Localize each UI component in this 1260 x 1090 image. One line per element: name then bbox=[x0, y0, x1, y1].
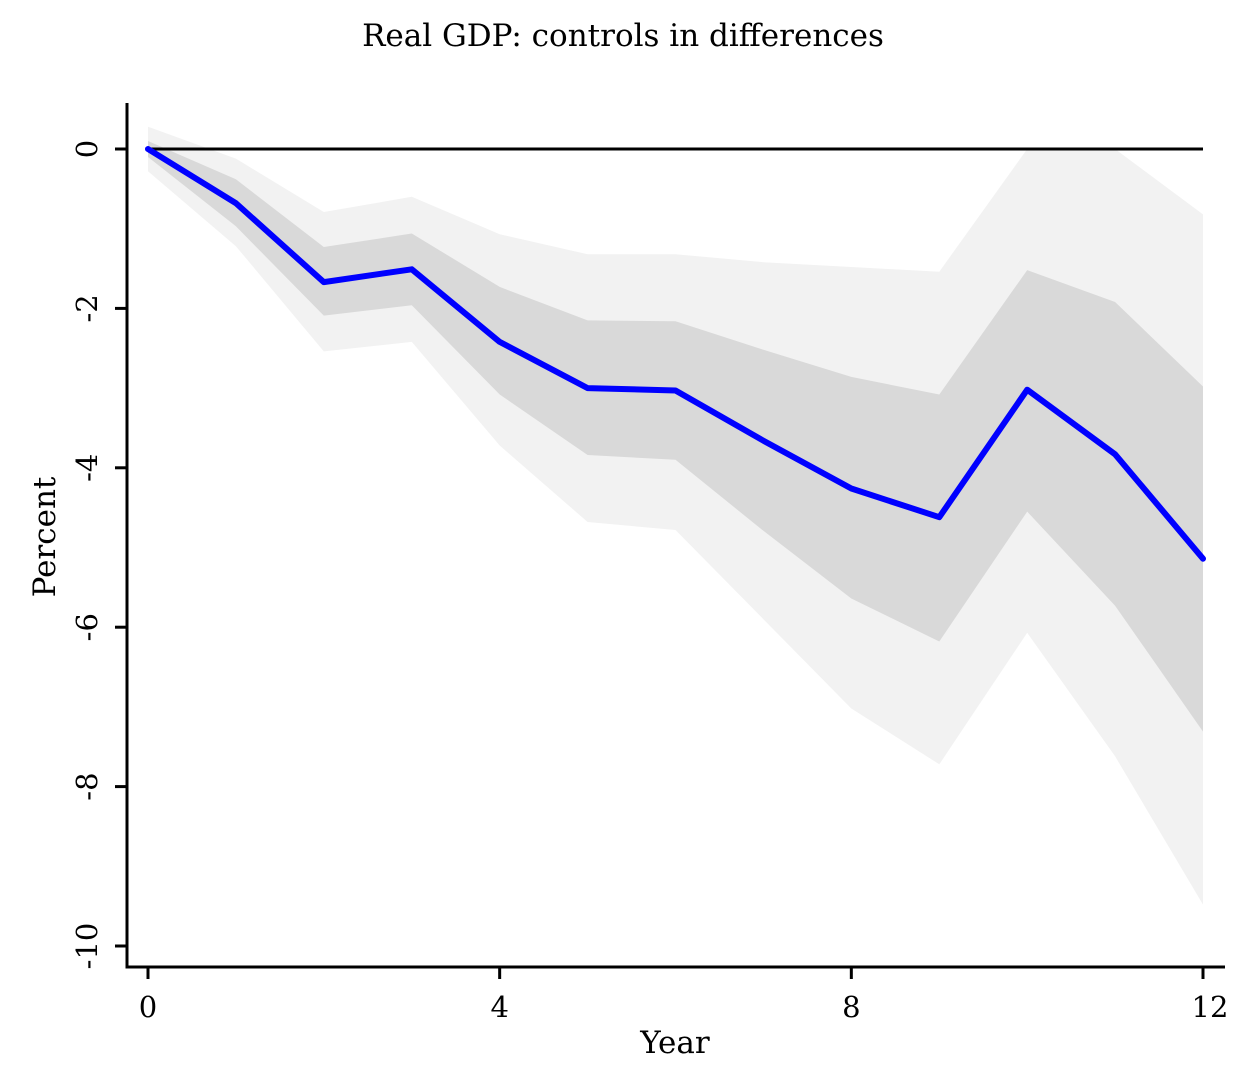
x-tick-label: 4 bbox=[490, 990, 508, 1024]
y-tick-label: -4 bbox=[70, 454, 104, 482]
outer-confidence-band bbox=[148, 126, 1203, 905]
x-tick-label: 12 bbox=[1192, 990, 1229, 1024]
confidence-bands bbox=[148, 126, 1203, 905]
x-tick-label: 8 bbox=[842, 990, 860, 1024]
y-tick-label: -6 bbox=[70, 613, 104, 641]
y-tick-label: -10 bbox=[70, 923, 104, 970]
y-tick-label: -2 bbox=[70, 294, 104, 322]
x-axis-label: Year bbox=[639, 1025, 710, 1061]
y-axis-label: Percent bbox=[27, 476, 63, 597]
inner-confidence-band bbox=[148, 141, 1203, 732]
y-axis: 0 -2 -4 -6 -8 -10 bbox=[70, 103, 129, 970]
x-axis: 0 4 8 12 bbox=[125, 965, 1229, 1024]
y-tick-label: 0 bbox=[70, 140, 104, 158]
chart-title: Real GDP: controls in differences bbox=[362, 18, 884, 54]
y-tick-label: -8 bbox=[70, 772, 104, 800]
series-line bbox=[145, 146, 1206, 562]
series-layer bbox=[145, 146, 1206, 562]
x-tick-label: 0 bbox=[139, 990, 157, 1024]
